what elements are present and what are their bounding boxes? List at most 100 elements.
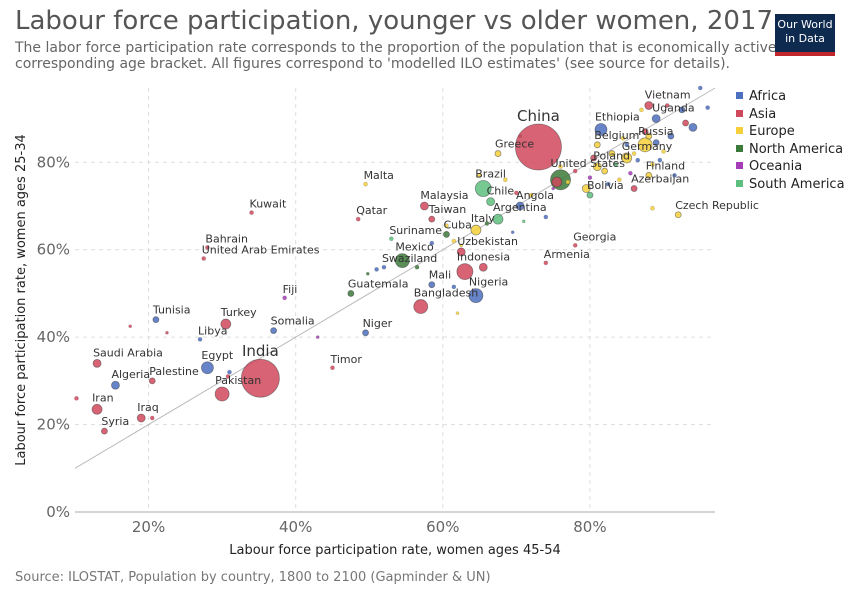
data-point[interactable] — [645, 132, 653, 140]
data-point[interactable] — [521, 219, 526, 224]
data-point[interactable] — [468, 288, 484, 304]
data-point[interactable] — [101, 427, 108, 435]
data-point[interactable] — [92, 358, 102, 368]
data-point[interactable] — [444, 223, 449, 229]
data-point[interactable] — [443, 231, 450, 238]
data-point[interactable] — [374, 267, 380, 272]
data-point[interactable] — [362, 329, 369, 337]
data-point[interactable] — [249, 210, 254, 215]
data-point[interactable] — [148, 377, 156, 385]
data-point[interactable] — [111, 380, 120, 390]
data-point[interactable] — [428, 281, 436, 289]
data-point[interactable] — [394, 253, 410, 269]
data-point[interactable] — [477, 173, 482, 178]
data-point[interactable] — [587, 175, 593, 181]
data-point[interactable] — [515, 123, 562, 171]
data-point[interactable] — [478, 262, 488, 272]
data-point[interactable] — [214, 386, 230, 402]
data-point[interactable] — [429, 240, 435, 246]
data-point[interactable] — [197, 336, 203, 342]
data-point[interactable] — [470, 224, 482, 236]
data-point[interactable] — [678, 106, 686, 114]
data-point[interactable] — [414, 264, 420, 270]
data-point[interactable] — [388, 236, 394, 242]
data-point[interactable] — [672, 173, 677, 178]
data-point[interactable] — [641, 128, 649, 136]
data-point[interactable] — [365, 271, 370, 276]
data-point[interactable] — [492, 213, 504, 225]
data-point[interactable] — [661, 148, 666, 154]
data-point[interactable] — [413, 299, 429, 314]
data-point[interactable] — [220, 318, 232, 330]
data-point[interactable] — [682, 119, 689, 127]
data-point[interactable] — [518, 134, 522, 138]
data-point[interactable] — [628, 170, 633, 176]
data-point[interactable] — [459, 243, 464, 248]
data-point[interactable] — [624, 142, 630, 148]
data-point[interactable] — [451, 284, 457, 290]
data-point[interactable] — [621, 152, 633, 164]
data-point[interactable] — [601, 167, 609, 175]
data-point[interactable] — [484, 221, 490, 226]
legend-item-asia[interactable]: Asia — [736, 106, 845, 124]
data-point[interactable] — [551, 176, 563, 188]
data-point[interactable] — [572, 168, 578, 174]
data-point[interactable] — [592, 162, 602, 172]
data-point[interactable] — [355, 216, 361, 222]
data-point[interactable] — [201, 361, 214, 375]
data-point[interactable] — [594, 123, 608, 136]
data-point[interactable] — [635, 157, 641, 163]
data-point[interactable] — [451, 238, 457, 244]
data-point[interactable] — [513, 190, 519, 196]
data-point[interactable] — [128, 324, 133, 329]
data-point[interactable] — [639, 107, 644, 113]
data-point[interactable] — [428, 215, 436, 223]
data-point[interactable] — [347, 290, 355, 297]
data-point[interactable] — [510, 230, 515, 235]
data-point[interactable] — [165, 330, 169, 335]
data-point[interactable] — [240, 358, 280, 398]
data-point[interactable] — [136, 413, 146, 423]
data-point[interactable] — [363, 181, 368, 187]
data-point[interactable] — [593, 141, 601, 149]
legend-item-africa[interactable]: Africa — [736, 88, 845, 106]
data-point[interactable] — [205, 245, 210, 250]
data-point[interactable] — [651, 114, 661, 123]
data-point[interactable] — [630, 185, 638, 192]
data-point[interactable] — [637, 137, 653, 153]
data-point[interactable] — [543, 260, 549, 266]
data-point[interactable] — [650, 205, 655, 211]
data-point[interactable] — [528, 192, 534, 198]
data-point[interactable] — [608, 150, 616, 157]
data-point[interactable] — [494, 150, 502, 157]
data-point[interactable] — [613, 162, 619, 167]
data-point[interactable] — [474, 180, 492, 197]
data-point[interactable] — [227, 369, 232, 375]
data-point[interactable] — [315, 335, 320, 340]
legend-item-europe[interactable]: Europe — [736, 123, 845, 141]
data-point[interactable] — [581, 184, 591, 193]
data-point[interactable] — [645, 172, 653, 179]
data-point[interactable] — [502, 177, 508, 183]
data-point[interactable] — [667, 132, 675, 140]
data-point[interactable] — [456, 247, 466, 257]
data-point[interactable] — [605, 181, 611, 187]
data-point[interactable] — [616, 177, 622, 183]
data-point[interactable] — [225, 374, 231, 379]
data-point[interactable] — [705, 105, 711, 111]
data-point[interactable] — [551, 186, 556, 191]
data-point[interactable] — [330, 365, 335, 371]
data-point[interactable] — [543, 214, 549, 220]
data-point[interactable] — [282, 295, 288, 301]
data-point[interactable] — [688, 122, 698, 132]
data-point[interactable] — [74, 395, 79, 401]
legend-item-north-america[interactable]: North America — [736, 141, 845, 159]
data-point[interactable] — [381, 264, 387, 270]
data-point[interactable] — [201, 256, 207, 261]
data-point[interactable] — [657, 157, 663, 163]
data-point[interactable] — [515, 201, 525, 211]
data-point[interactable] — [456, 263, 474, 280]
data-point[interactable] — [697, 85, 703, 91]
data-point[interactable] — [565, 179, 571, 185]
data-point[interactable] — [152, 316, 160, 324]
